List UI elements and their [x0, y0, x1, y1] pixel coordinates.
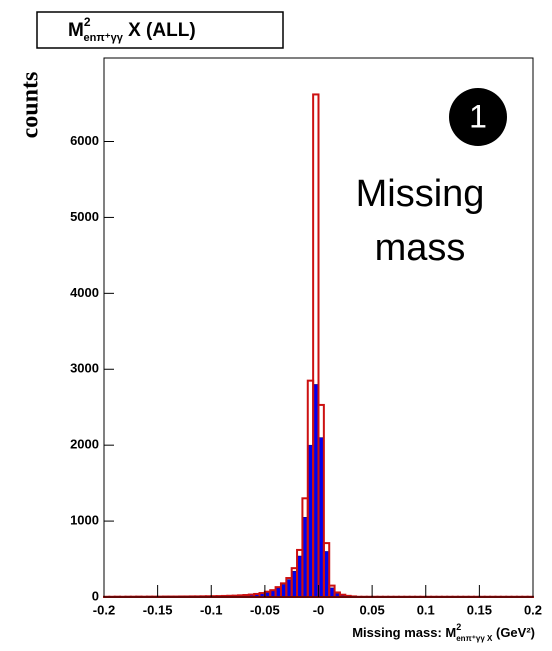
x-axis-label: Missing mass: M2 enπ⁺γγ X (GeV²): [352, 622, 535, 643]
y-axis-label: counts: [18, 72, 44, 139]
title-box: [36, 11, 284, 49]
x-tick-label: 0.2: [524, 602, 542, 617]
x-tick-label: -0.1: [200, 602, 222, 617]
y-tick-label: 6000: [70, 133, 99, 148]
title-base: M: [68, 20, 84, 41]
y-tick-label: 2000: [70, 437, 99, 452]
y-tick-label: 3000: [70, 361, 99, 376]
plot-area: 0 1000 2000 3000 4000 5000 6000 -0.2 -0.15 -0.1 -0…: [70, 57, 542, 617]
x-label-base: Missing mass: M: [352, 625, 456, 640]
x-tick-label: -0: [313, 602, 325, 617]
title-sub: enπ⁺γγ: [84, 32, 124, 44]
badge: [449, 88, 507, 146]
x-tick-label: -0.2: [93, 602, 115, 617]
x-label-sub: enπ⁺γγ X: [456, 634, 493, 643]
y-tick-label: 5000: [70, 209, 99, 224]
x-tick-label: -0.15: [143, 602, 173, 617]
x-tick-label: -0.05: [250, 602, 280, 617]
x-tick-label: 0.1: [417, 602, 435, 617]
chart-title: M2 enπ⁺γγ X (ALL): [68, 15, 196, 44]
badge-text: 1: [469, 98, 487, 134]
x-tick-label: 0.05: [359, 602, 384, 617]
annotation: mass: [375, 227, 466, 269]
y-tick-label: 0: [92, 588, 99, 603]
y-tick-label: 1000: [70, 513, 99, 528]
y-tick-label: 4000: [70, 285, 99, 300]
title-sup: 2: [84, 15, 91, 29]
x-label-rest: (GeV²): [492, 625, 535, 640]
annotation: Missing: [356, 173, 485, 215]
x-label-sup: 2: [456, 622, 461, 632]
title-rest: X (ALL): [123, 20, 196, 41]
x-tick-label: 0.15: [467, 602, 492, 617]
